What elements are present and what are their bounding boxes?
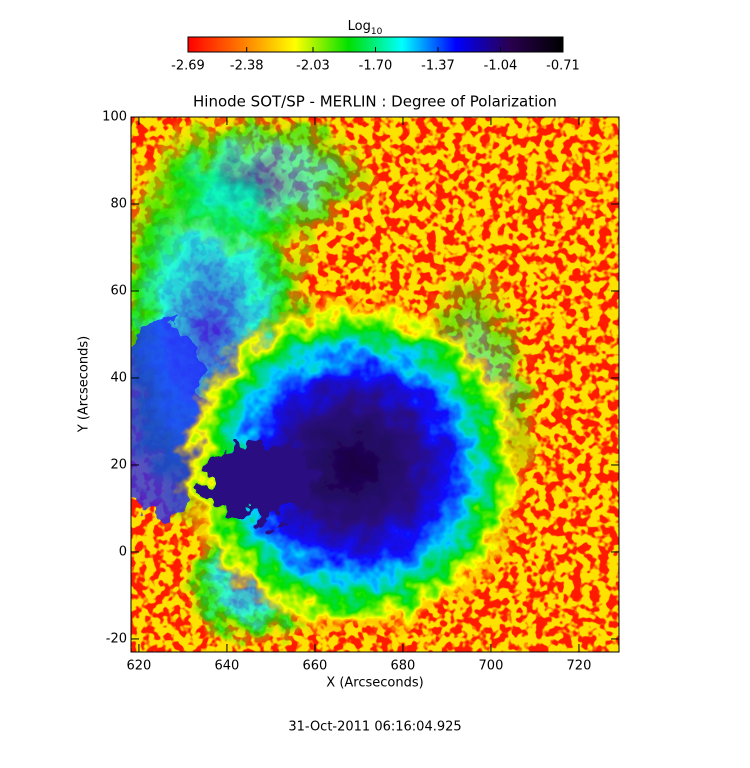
plot-frame <box>130 116 620 653</box>
y-tick-label: 60 <box>110 283 127 298</box>
y-tick-label: 40 <box>110 370 127 385</box>
x-tick-label: 660 <box>303 659 328 674</box>
x-tick-label: 640 <box>215 659 240 674</box>
x-tick-label: 620 <box>127 659 152 674</box>
x-tick-label: 680 <box>391 659 416 674</box>
y-tick-label: 20 <box>110 457 127 472</box>
y-tick-label: 0 <box>119 544 127 559</box>
x-axis-label: X (Arcseconds) <box>326 676 423 691</box>
colorbar-tick-label: -2.03 <box>296 59 330 74</box>
colorbar-label-main: Log <box>348 19 371 34</box>
y-axis-label: Y (Arcseconds) <box>77 336 92 433</box>
y-tick-label: -20 <box>106 631 127 646</box>
colorbar-tick-label: -0.71 <box>546 59 580 74</box>
y-tick-label: 80 <box>110 196 127 211</box>
y-tick-label: 100 <box>102 110 127 125</box>
polarization-image <box>131 117 619 652</box>
x-tick-label: 700 <box>479 659 504 674</box>
colorbar-tick-label: -1.37 <box>421 59 455 74</box>
colorbar-tick-label: -2.69 <box>171 59 205 74</box>
colorbar-tick-label: -1.70 <box>359 59 393 74</box>
colorbar-tick-label: -1.04 <box>484 59 518 74</box>
chart-title: Hinode SOT/SP - MERLIN : Degree of Polar… <box>193 93 557 111</box>
colorbar-label: Log10 <box>348 19 383 37</box>
colorbar-tick-label: -2.38 <box>230 59 264 74</box>
colorbar-label-sub: 10 <box>371 27 383 37</box>
x-tick-label: 720 <box>567 659 592 674</box>
footer-timestamp: 31-Oct-2011 06:16:04.925 <box>288 720 461 735</box>
